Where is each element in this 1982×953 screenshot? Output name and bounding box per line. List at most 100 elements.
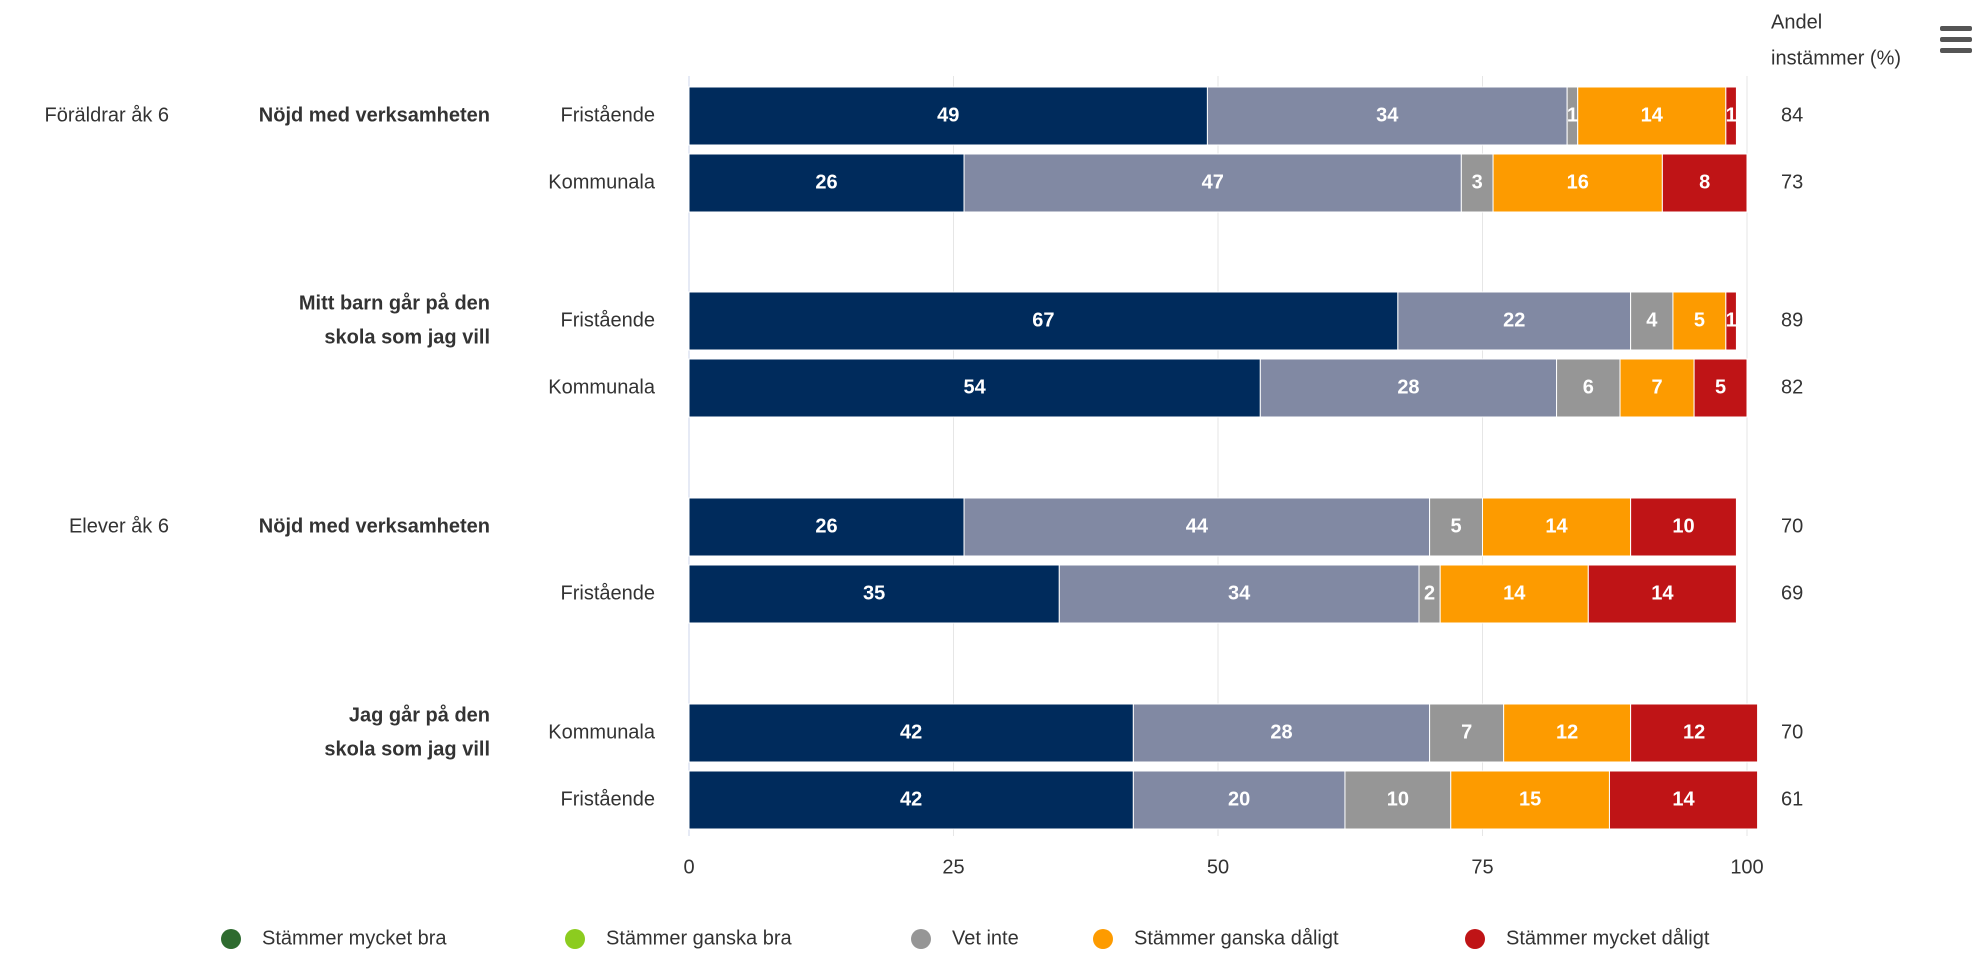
data-label: 47 xyxy=(1202,171,1224,193)
legend-item[interactable]: Vet inte xyxy=(911,927,1019,949)
data-label: 12 xyxy=(1556,721,1578,743)
data-label: 1 xyxy=(1567,104,1578,126)
data-label: 49 xyxy=(937,104,959,126)
data-label: 14 xyxy=(1641,104,1664,126)
x-tick-label: 100 xyxy=(1730,856,1763,878)
legend-label[interactable]: Stämmer mycket dåligt xyxy=(1506,927,1710,949)
menu-button[interactable] xyxy=(1940,26,1972,53)
legend-label[interactable]: Stämmer ganska bra xyxy=(606,927,793,949)
total-label: 69 xyxy=(1781,582,1803,604)
category-label: Fristående xyxy=(561,104,656,126)
bar-segment xyxy=(1630,703,1759,763)
bar-segment xyxy=(1429,497,1483,557)
data-label: 14 xyxy=(1651,582,1674,604)
category-label: Fristående xyxy=(561,582,656,604)
bar-segment xyxy=(1556,358,1621,418)
bar-segment xyxy=(1503,703,1632,763)
bar-segment xyxy=(1693,358,1748,418)
bar-segment xyxy=(688,358,1261,418)
data-label: 67 xyxy=(1032,309,1054,331)
question-label: Nöjd med verksamheten xyxy=(259,515,490,537)
respondent-label: Föräldrar åk 6 xyxy=(45,104,170,126)
data-label: 5 xyxy=(1694,309,1705,331)
category-label: Kommunala xyxy=(548,376,656,398)
data-label: 26 xyxy=(815,171,837,193)
legend-item[interactable]: Stämmer mycket dåligt xyxy=(1465,927,1710,949)
total-label: 82 xyxy=(1781,376,1803,398)
totals-title: instämmer (%) xyxy=(1771,47,1901,69)
data-label: 14 xyxy=(1503,582,1526,604)
legend-item[interactable]: Stämmer mycket bra xyxy=(221,927,447,949)
legend-label[interactable]: Vet inte xyxy=(952,927,1019,949)
respondent-label: Elever åk 6 xyxy=(69,515,169,537)
data-label: 6 xyxy=(1583,376,1594,398)
bar-segment xyxy=(1132,770,1346,830)
data-label: 8 xyxy=(1699,171,1710,193)
x-tick-label: 50 xyxy=(1207,856,1229,878)
total-label: 70 xyxy=(1781,721,1803,743)
menu-bar[interactable] xyxy=(1940,37,1972,42)
data-label: 44 xyxy=(1186,515,1209,537)
legend-symbol[interactable] xyxy=(1093,929,1113,949)
data-label: 35 xyxy=(863,582,885,604)
data-label: 42 xyxy=(900,721,922,743)
data-label: 7 xyxy=(1461,721,1472,743)
data-label: 26 xyxy=(815,515,837,537)
data-label: 22 xyxy=(1503,309,1525,331)
bar-segment xyxy=(1344,770,1452,830)
category-label: Kommunala xyxy=(548,721,656,743)
legend-item[interactable]: Stämmer ganska dåligt xyxy=(1093,927,1339,949)
bar-segment xyxy=(688,564,1060,624)
bar-segment xyxy=(1661,153,1748,213)
legend-label[interactable]: Stämmer mycket bra xyxy=(262,927,447,949)
bar-segment xyxy=(963,153,1462,213)
bar-segment xyxy=(1058,564,1420,624)
data-label: 28 xyxy=(1397,376,1419,398)
question-label: Mitt barn går på den xyxy=(299,291,490,314)
legend-symbol[interactable] xyxy=(221,929,241,949)
total-label: 84 xyxy=(1781,104,1803,126)
bar-segment xyxy=(688,86,1208,146)
question-label: Nöjd med verksamheten xyxy=(259,104,490,126)
legend-symbol[interactable] xyxy=(911,929,931,949)
legend-label[interactable]: Stämmer ganska dåligt xyxy=(1134,927,1339,949)
bar-segment xyxy=(1132,703,1431,763)
data-label: 34 xyxy=(1228,582,1251,604)
bar-segment xyxy=(1630,497,1737,557)
bar-segment xyxy=(1397,291,1632,351)
bar-segment xyxy=(688,291,1399,351)
bar-segment xyxy=(688,703,1134,763)
totals-title: Andel xyxy=(1771,11,1822,33)
menu-bar[interactable] xyxy=(1940,48,1972,53)
data-label: 1 xyxy=(1726,309,1737,331)
x-tick-label: 0 xyxy=(683,856,694,878)
data-label: 20 xyxy=(1228,788,1250,810)
data-label: 34 xyxy=(1376,104,1399,126)
data-label: 42 xyxy=(900,788,922,810)
bar-segment xyxy=(1608,770,1759,830)
bar-segment xyxy=(1672,291,1727,351)
data-label: 10 xyxy=(1672,515,1694,537)
data-label: 12 xyxy=(1683,721,1705,743)
bar-segment xyxy=(1259,358,1558,418)
bar-segment xyxy=(1450,770,1610,830)
menu-bar[interactable] xyxy=(1940,26,1972,31)
bar-segment xyxy=(1577,86,1727,146)
category-label: Fristående xyxy=(561,788,656,810)
bar-segment xyxy=(1725,86,1737,146)
data-label: 7 xyxy=(1652,376,1663,398)
bar-segment xyxy=(963,497,1431,557)
bar-segment xyxy=(1619,358,1695,418)
bar-segment xyxy=(1439,564,1589,624)
legend-item[interactable]: Stämmer ganska bra xyxy=(565,927,793,949)
total-label: 70 xyxy=(1781,515,1803,537)
data-label: 5 xyxy=(1450,515,1461,537)
data-label: 2 xyxy=(1424,582,1435,604)
bar-segment xyxy=(1429,703,1505,763)
legend-symbol[interactable] xyxy=(565,929,585,949)
total-label: 89 xyxy=(1781,309,1803,331)
legend-symbol[interactable] xyxy=(1465,929,1485,949)
bar-segment xyxy=(1587,564,1737,624)
bar-segment xyxy=(1460,153,1494,213)
